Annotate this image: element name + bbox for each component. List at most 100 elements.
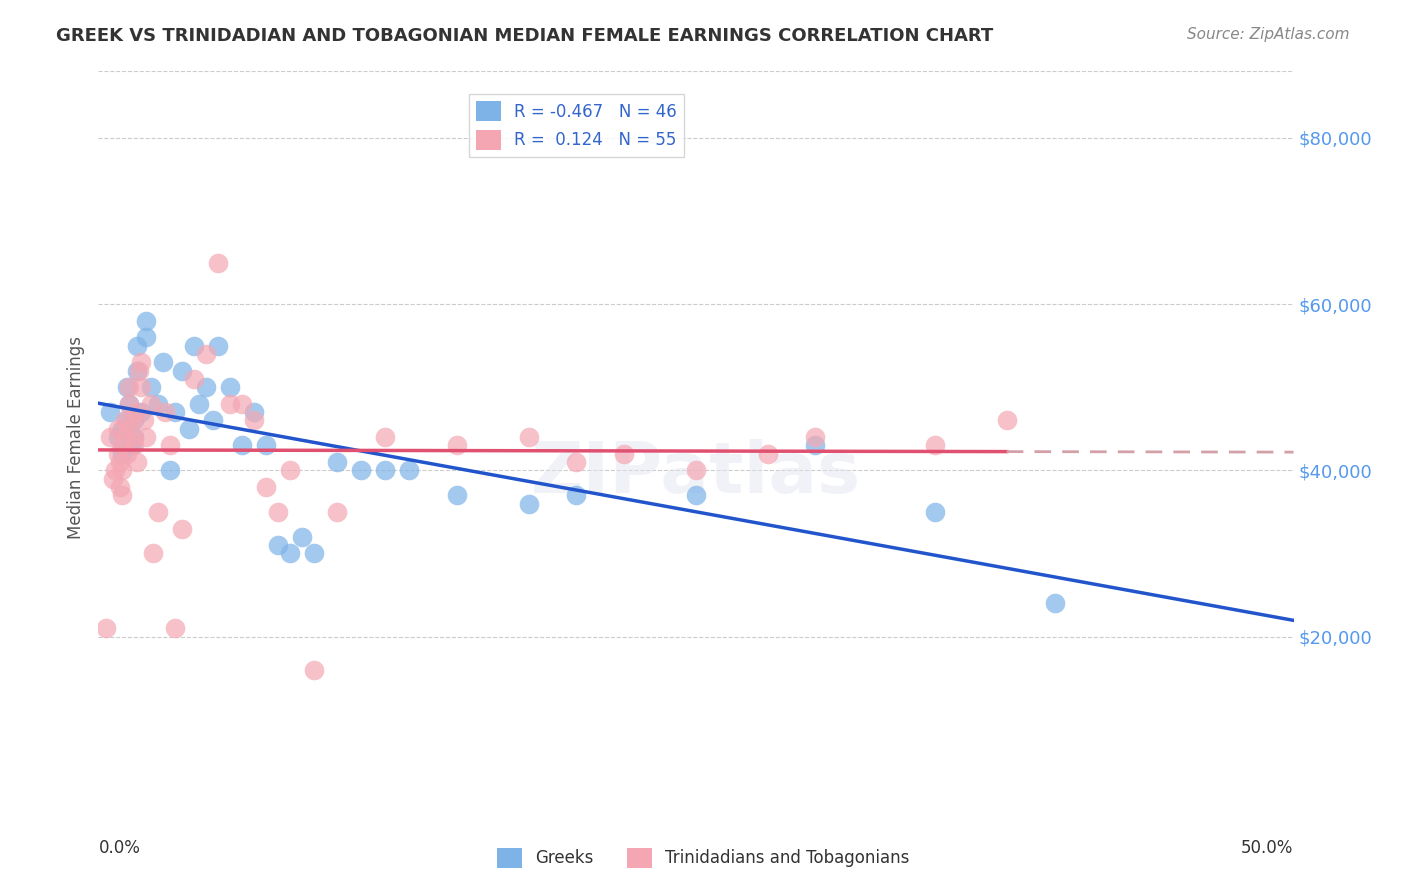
Point	[756, 447, 779, 461]
Point	[128, 363, 150, 377]
Point	[135, 330, 157, 344]
Point	[108, 455, 131, 469]
Point	[111, 438, 134, 452]
Point	[94, 621, 117, 635]
Point	[924, 505, 946, 519]
Point	[231, 438, 253, 452]
Point	[163, 405, 186, 419]
Point	[139, 397, 162, 411]
Point	[804, 438, 827, 452]
Point	[124, 430, 146, 444]
Point	[114, 430, 136, 444]
Point	[111, 422, 134, 436]
Point	[685, 488, 707, 502]
Text: GREEK VS TRINIDADIAN AND TOBAGONIAN MEDIAN FEMALE EARNINGS CORRELATION CHART: GREEK VS TRINIDADIAN AND TOBAGONIAN MEDI…	[56, 27, 994, 45]
Point	[124, 413, 146, 427]
Point	[374, 463, 396, 477]
Text: 50.0%: 50.0%	[1241, 839, 1294, 857]
Point	[398, 463, 420, 477]
Point	[142, 546, 165, 560]
Point	[207, 338, 229, 352]
Point	[350, 463, 373, 477]
Text: ZIPatlas: ZIPatlas	[531, 439, 860, 508]
Point	[111, 488, 134, 502]
Point	[131, 380, 153, 394]
Point	[132, 413, 155, 427]
Point	[115, 380, 138, 394]
Point	[125, 455, 148, 469]
Point	[114, 413, 136, 427]
Point	[107, 430, 129, 444]
Point	[118, 397, 141, 411]
Point	[195, 380, 218, 394]
Point	[291, 530, 314, 544]
Point	[107, 422, 129, 436]
Point	[121, 438, 143, 452]
Text: Source: ZipAtlas.com: Source: ZipAtlas.com	[1187, 27, 1350, 42]
Point	[804, 430, 827, 444]
Point	[125, 363, 148, 377]
Point	[98, 405, 122, 419]
Point	[107, 447, 129, 461]
Point	[278, 546, 301, 560]
Point	[254, 438, 277, 452]
Point	[111, 447, 134, 461]
Point	[202, 413, 225, 427]
Point	[118, 380, 141, 394]
Point	[326, 505, 349, 519]
Point	[115, 422, 138, 436]
Point	[565, 488, 588, 502]
Point	[108, 480, 131, 494]
Point	[101, 472, 124, 486]
Point	[195, 347, 218, 361]
Point	[254, 480, 277, 494]
Point	[207, 255, 229, 269]
Point	[131, 405, 153, 419]
Point	[104, 463, 127, 477]
Legend: Greeks, Trinidadians and Tobagonians: Greeks, Trinidadians and Tobagonians	[489, 841, 917, 875]
Point	[152, 355, 174, 369]
Point	[278, 463, 301, 477]
Point	[98, 430, 122, 444]
Legend: R = -0.467   N = 46, R =  0.124   N = 55: R = -0.467 N = 46, R = 0.124 N = 55	[470, 95, 683, 157]
Point	[121, 413, 143, 427]
Point	[374, 430, 396, 444]
Point	[267, 505, 290, 519]
Point	[183, 338, 205, 352]
Point	[995, 413, 1018, 427]
Point	[243, 413, 266, 427]
Point	[1043, 596, 1066, 610]
Point	[179, 422, 201, 436]
Point	[613, 447, 636, 461]
Point	[124, 430, 146, 444]
Point	[115, 413, 138, 427]
Point	[159, 438, 181, 452]
Point	[135, 430, 157, 444]
Point	[155, 405, 177, 419]
Point	[115, 447, 138, 461]
Point	[219, 380, 242, 394]
Point	[685, 463, 707, 477]
Point	[219, 397, 242, 411]
Point	[124, 438, 146, 452]
Point	[183, 372, 205, 386]
Point	[446, 488, 468, 502]
Point	[326, 455, 349, 469]
Point	[517, 430, 540, 444]
Point	[446, 438, 468, 452]
Point	[267, 538, 290, 552]
Point	[231, 397, 253, 411]
Point	[111, 463, 134, 477]
Point	[302, 663, 325, 677]
Point	[139, 380, 162, 394]
Point	[517, 497, 540, 511]
Point	[148, 397, 170, 411]
Text: 0.0%: 0.0%	[98, 839, 141, 857]
Point	[302, 546, 325, 560]
Point	[243, 405, 266, 419]
Point	[135, 314, 157, 328]
Point	[131, 355, 153, 369]
Point	[172, 521, 194, 535]
Point	[125, 405, 148, 419]
Point	[565, 455, 588, 469]
